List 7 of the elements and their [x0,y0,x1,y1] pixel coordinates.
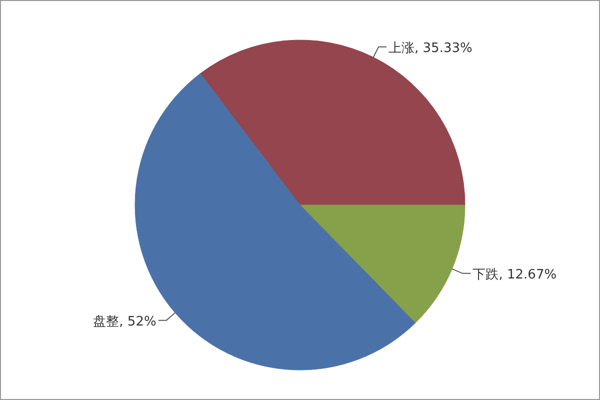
data-label: , 35.33% [414,40,472,56]
pie-slice [300,204,466,324]
slice-label: 上涨 [388,40,415,56]
slice-label: 下跌 [472,267,499,282]
slice-label: 盘整 [93,314,120,330]
data-label: , 52% [119,314,156,330]
data-label: , 12.67% [498,267,557,282]
